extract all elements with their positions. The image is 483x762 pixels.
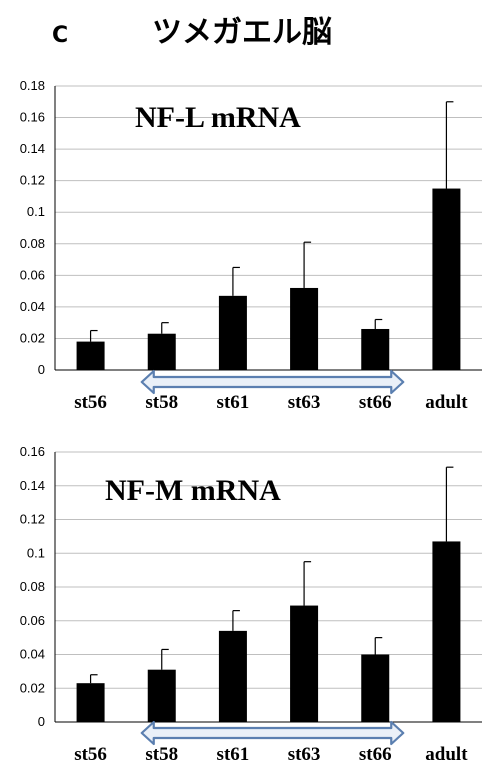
bar-st56	[76, 683, 105, 722]
bar-st61	[218, 295, 247, 370]
y-tick-label: 0.04	[20, 299, 45, 314]
bar-adult	[432, 188, 461, 370]
x-tick-label: st63	[288, 744, 321, 762]
panel-letter: C	[52, 23, 68, 48]
range-bracket-arrow	[140, 369, 405, 395]
y-tick-label: 0.06	[20, 613, 45, 628]
x-tick-label: st66	[359, 744, 392, 762]
y-tick-label: 0.04	[20, 647, 45, 662]
figure-title: ツメガエル脳	[152, 15, 332, 50]
x-tick-label: st56	[74, 392, 107, 413]
x-tick-label: st66	[359, 392, 392, 413]
y-tick-label: 0	[38, 362, 45, 377]
bar-adult	[432, 541, 461, 722]
chart-nf-l: 0 0.02 0.04 0.06 0.08 0.1 0.12 0.14 0.16 0.18 st56…	[20, 78, 482, 413]
y-tick-label: 0.16	[20, 444, 45, 459]
y-tick-label: 0	[38, 714, 45, 729]
bar-st63	[290, 605, 319, 722]
y-tick-label: 0.02	[20, 680, 45, 695]
bar-st61	[218, 630, 247, 722]
y-tick-label: 0.02	[20, 330, 45, 345]
x-tick-label: adult	[425, 744, 468, 762]
y-tick-label: 0.18	[20, 78, 45, 93]
y-tick-label: 0.16	[20, 110, 45, 125]
bar-st66	[361, 654, 390, 722]
chart-title: NF-M mRNA	[105, 474, 281, 507]
x-tick-label: st61	[217, 744, 250, 762]
y-tick-label: 0.06	[20, 267, 45, 282]
y-tick-label: 0.14	[20, 141, 45, 156]
bar-st56	[76, 341, 105, 370]
x-tick-label: st58	[145, 392, 178, 413]
x-tick-label: st56	[74, 744, 107, 762]
range-bracket-arrow	[140, 720, 405, 746]
bar-st58	[147, 333, 176, 370]
chart-title: NF-L mRNA	[135, 101, 301, 134]
x-tick-label: st63	[288, 392, 321, 413]
x-tick-label: adult	[425, 392, 468, 413]
y-tick-label: 0.08	[20, 579, 45, 594]
y-tick-label: 0.08	[20, 236, 45, 251]
bar-st63	[290, 287, 319, 370]
y-tick-label: 0.1	[27, 545, 45, 560]
y-tick-label: 0.12	[20, 173, 45, 188]
y-tick-label: 0.12	[20, 512, 45, 527]
x-tick-label: st58	[145, 744, 178, 762]
chart-nf-m: 0 0.02 0.04 0.06 0.08 0.1 0.12 0.14 0.16 st56 st58…	[20, 444, 482, 762]
bar-st66	[361, 328, 390, 370]
bar-st58	[147, 669, 176, 722]
y-tick-label: 0.14	[20, 478, 45, 493]
x-tick-label: st61	[217, 392, 250, 413]
y-tick-label: 0.1	[27, 204, 45, 219]
